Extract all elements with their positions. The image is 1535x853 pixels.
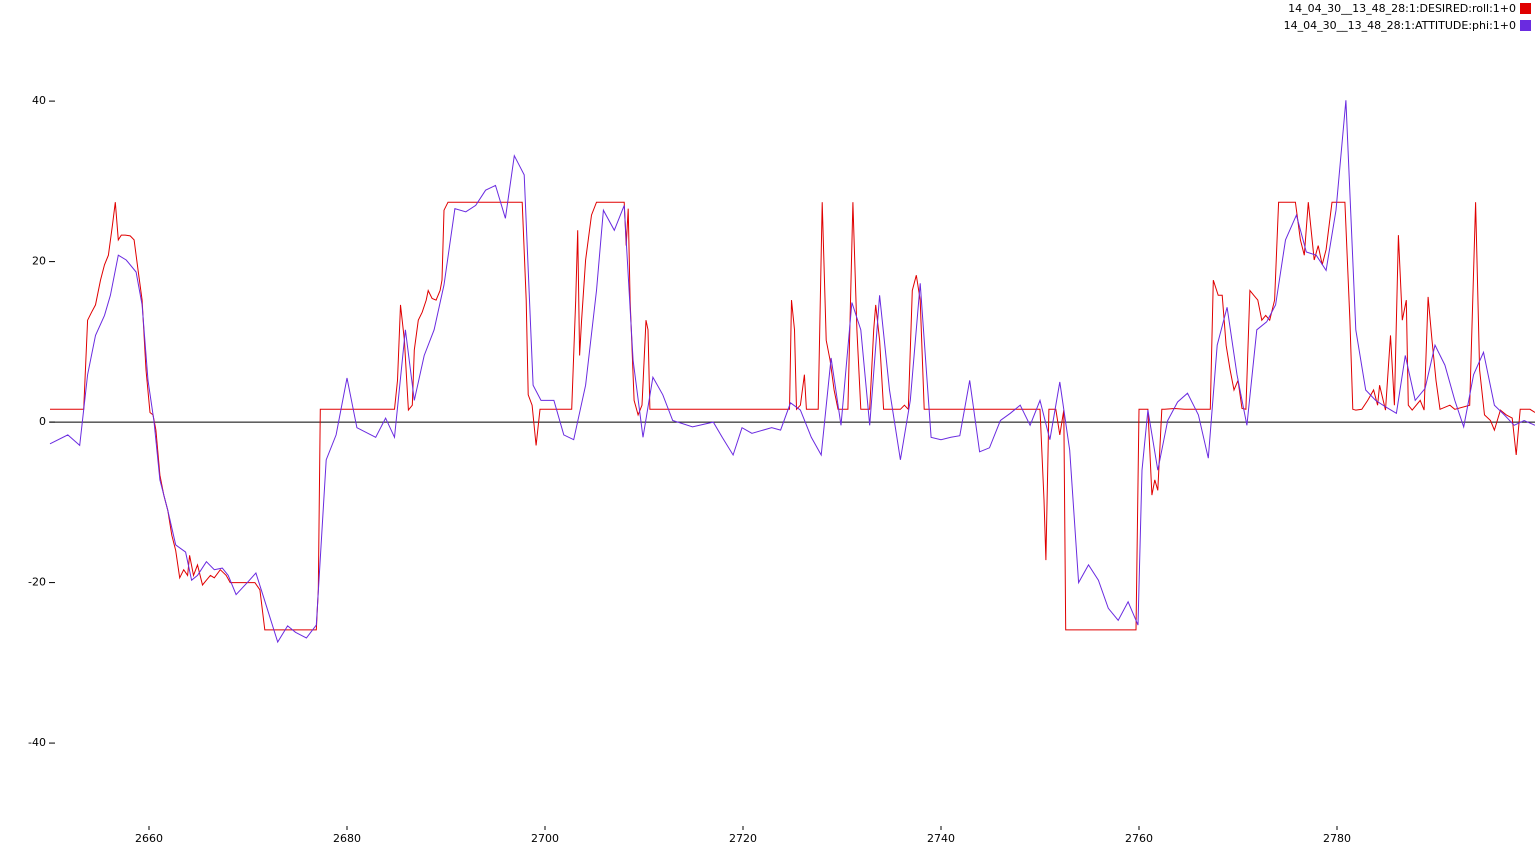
x-tick-label: 2660 <box>135 832 163 845</box>
x-tick-label: 2700 <box>531 832 559 845</box>
legend-label: 14_04_30__13_48_28:1:ATTITUDE:phi:1+0 <box>1284 19 1516 32</box>
series-line <box>49 100 1535 644</box>
series-line <box>50 201 1535 631</box>
legend-swatch <box>1520 20 1531 31</box>
y-tick-label: 0 <box>39 415 46 428</box>
y-tick-label: 20 <box>32 255 46 268</box>
x-tick-label: 2720 <box>729 832 757 845</box>
y-tick-label: 40 <box>32 94 46 107</box>
x-tick-label: 2760 <box>1125 832 1153 845</box>
x-tick-label: 2780 <box>1323 832 1351 845</box>
y-tick-label: -40 <box>28 736 46 749</box>
legend-label: 14_04_30__13_48_28:1:DESIRED:roll:1+0 <box>1288 2 1516 15</box>
y-tick-label: -20 <box>28 576 46 589</box>
x-tick-label: 2680 <box>333 832 361 845</box>
x-tick-label: 2740 <box>927 832 955 845</box>
legend-swatch <box>1520 3 1531 14</box>
